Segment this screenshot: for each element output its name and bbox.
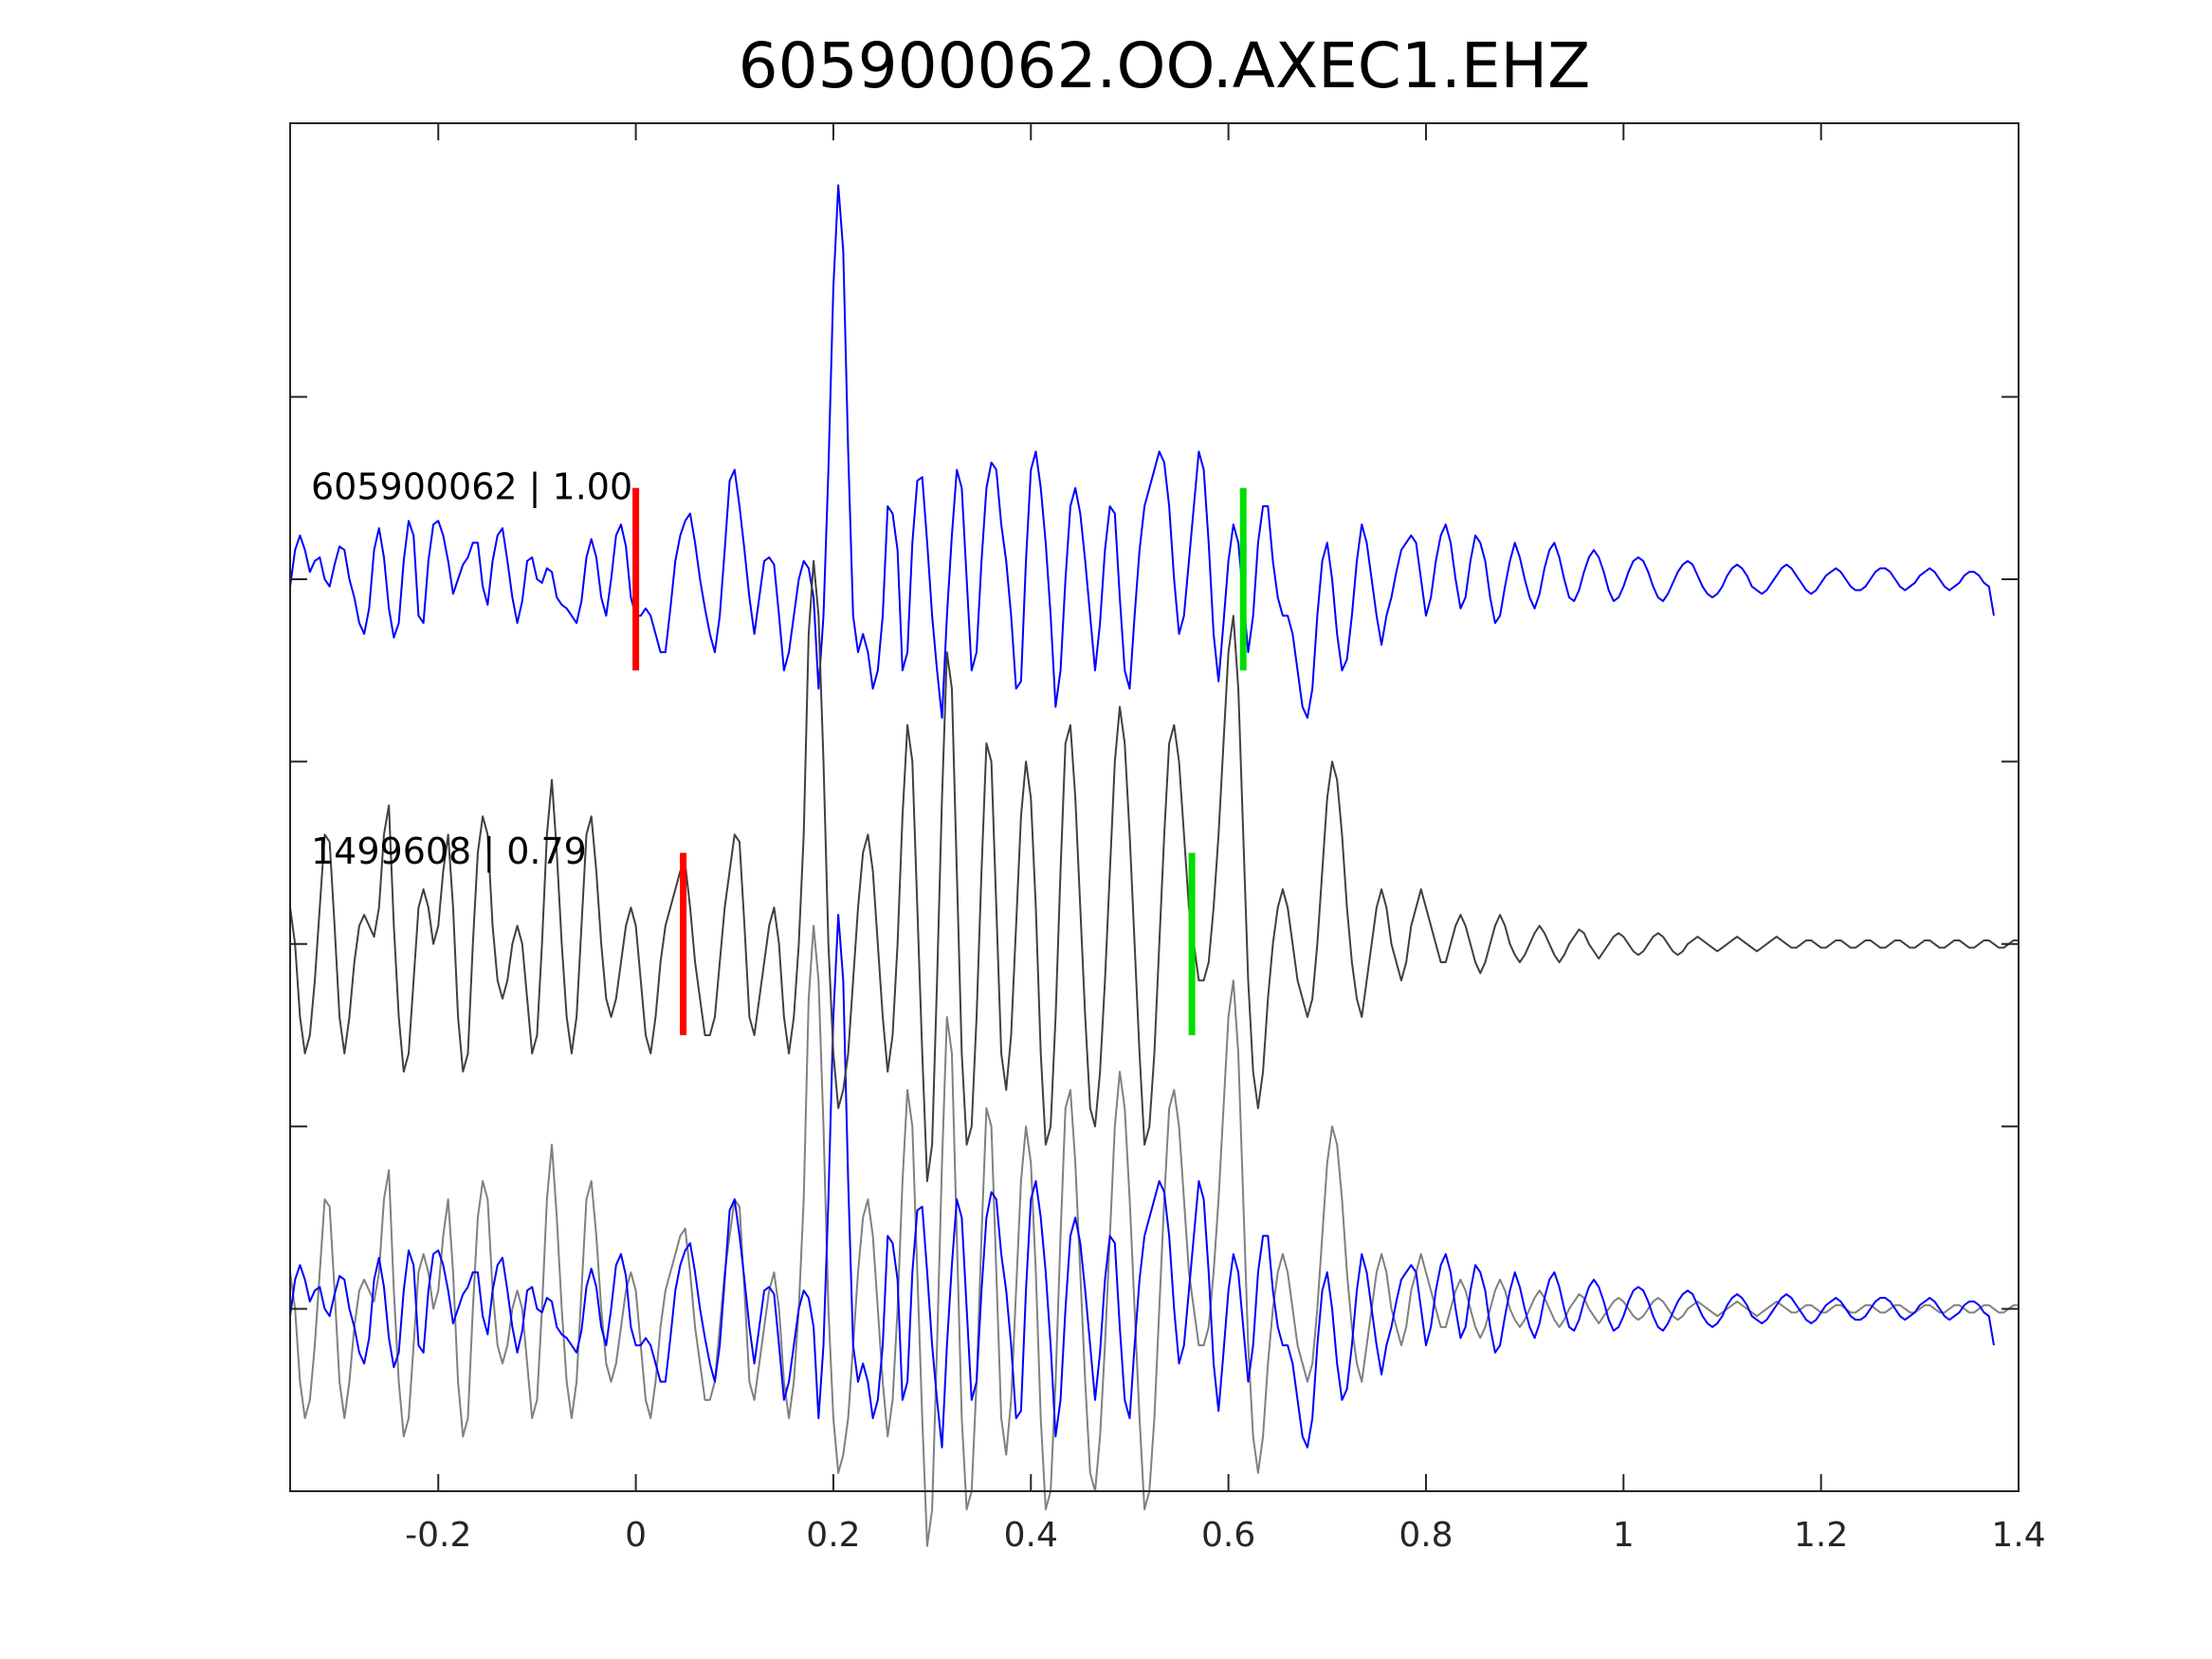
trace-label: 605900062 | 1.00 xyxy=(311,465,632,508)
x-tick-label: 0.6 xyxy=(1201,1516,1255,1555)
trace-label: 1499608 | 0.79 xyxy=(311,830,587,873)
x-tick-label: 0.2 xyxy=(806,1516,860,1555)
x-tick-label: 0 xyxy=(625,1516,647,1555)
axis-ticks: -0.2 0 0.2 0.4 0.6 0.8 1 1.2 1.4 xyxy=(290,123,2046,1555)
trace-detection xyxy=(289,559,2019,1182)
plot-area xyxy=(289,184,2019,1547)
x-tick-label: 1.2 xyxy=(1794,1516,1848,1555)
axes-box xyxy=(289,122,2020,1492)
chart-title: 605900062.OO.AXEC1.EHZ xyxy=(739,29,1591,102)
overlay-trace-detection xyxy=(289,924,2019,1547)
x-tick-label: -0.2 xyxy=(405,1516,471,1555)
x-tick-label: 1.4 xyxy=(1991,1516,2045,1555)
trace-template xyxy=(289,184,1995,720)
x-tick-label: 1 xyxy=(1613,1516,1635,1555)
x-tick-label: 0.4 xyxy=(1004,1516,1058,1555)
x-tick-label: 0.8 xyxy=(1398,1516,1453,1555)
trace-labels: 605900062 | 1.00 1499608 | 0.79 xyxy=(311,465,632,873)
overlay-trace-template xyxy=(289,914,1995,1449)
